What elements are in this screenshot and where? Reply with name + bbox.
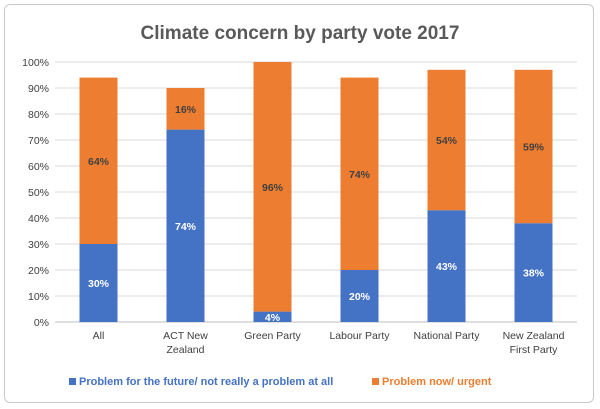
chart-frame: Climate concern by party vote 2017 0% 10%… xyxy=(4,4,594,403)
x-tick-label: First Party xyxy=(510,344,559,356)
legend-swatch xyxy=(372,378,379,385)
x-tick-label: National Party xyxy=(414,330,481,342)
legend-label: Problem for the future/ not really a pro… xyxy=(79,376,333,388)
y-tick-label: 90% xyxy=(28,83,49,95)
y-tick-label: 60% xyxy=(28,161,49,173)
bar-segment xyxy=(166,88,205,130)
bar-segment xyxy=(427,69,466,211)
data-label: 30% xyxy=(88,278,110,290)
x-tick-label: Green Party xyxy=(244,330,301,342)
bar-segment xyxy=(514,69,553,224)
bar-segment xyxy=(253,62,292,312)
bar-segment xyxy=(79,244,118,322)
y-tick-label: 70% xyxy=(28,135,49,147)
x-tick-label: Labour Party xyxy=(329,330,390,342)
bars: 30% 64% 74% 16% 4% 96% 20% 74% 43% 54% 38% 59% xyxy=(79,62,553,324)
x-tick-label: ACT New xyxy=(163,330,208,342)
legend: Problem for the future/ not really a pro… xyxy=(69,376,492,388)
data-label: 74% xyxy=(175,221,197,233)
bar-segment xyxy=(340,77,379,270)
x-tick-label: New Zealand xyxy=(503,330,565,342)
bar-segment xyxy=(427,210,466,322)
bar-segment xyxy=(79,77,118,244)
data-label: 4% xyxy=(265,312,281,324)
gridlines xyxy=(55,61,577,323)
bar-segment xyxy=(514,223,553,322)
x-tick-label: All xyxy=(93,330,105,342)
data-label: 74% xyxy=(349,169,371,181)
bar-segment xyxy=(253,311,292,322)
x-axis: All ACT New Zealand Green Party Labour Party… xyxy=(93,330,565,356)
data-label: 96% xyxy=(262,182,284,194)
data-label: 20% xyxy=(349,291,371,303)
y-tick-label: 100% xyxy=(22,57,49,69)
y-tick-label: 30% xyxy=(28,239,49,251)
legend-swatch xyxy=(69,378,76,385)
y-tick-label: 0% xyxy=(34,317,49,329)
y-axis: 0% 10% 20% 30% 40% 50% 60% 70% 80% 90% 100% xyxy=(22,57,49,329)
y-tick-label: 10% xyxy=(28,291,49,303)
bar-segment xyxy=(340,270,379,322)
data-label: 43% xyxy=(436,261,458,273)
y-tick-label: 20% xyxy=(28,265,49,277)
legend-label: Problem now/ urgent xyxy=(382,376,492,388)
y-tick-label: 50% xyxy=(28,187,49,199)
y-tick-label: 40% xyxy=(28,213,49,225)
x-tick-label: Zealand xyxy=(167,344,205,356)
data-label: 54% xyxy=(436,135,458,147)
data-label: 16% xyxy=(175,104,197,116)
y-tick-label: 80% xyxy=(28,109,49,121)
chart-title: Climate concern by party vote 2017 xyxy=(141,23,460,44)
bar-segment xyxy=(166,129,205,322)
data-label: 59% xyxy=(523,142,545,154)
data-label: 38% xyxy=(523,268,545,280)
stacked-bar-chart: Climate concern by party vote 2017 0% 10%… xyxy=(22,23,577,388)
data-label: 64% xyxy=(88,156,110,168)
